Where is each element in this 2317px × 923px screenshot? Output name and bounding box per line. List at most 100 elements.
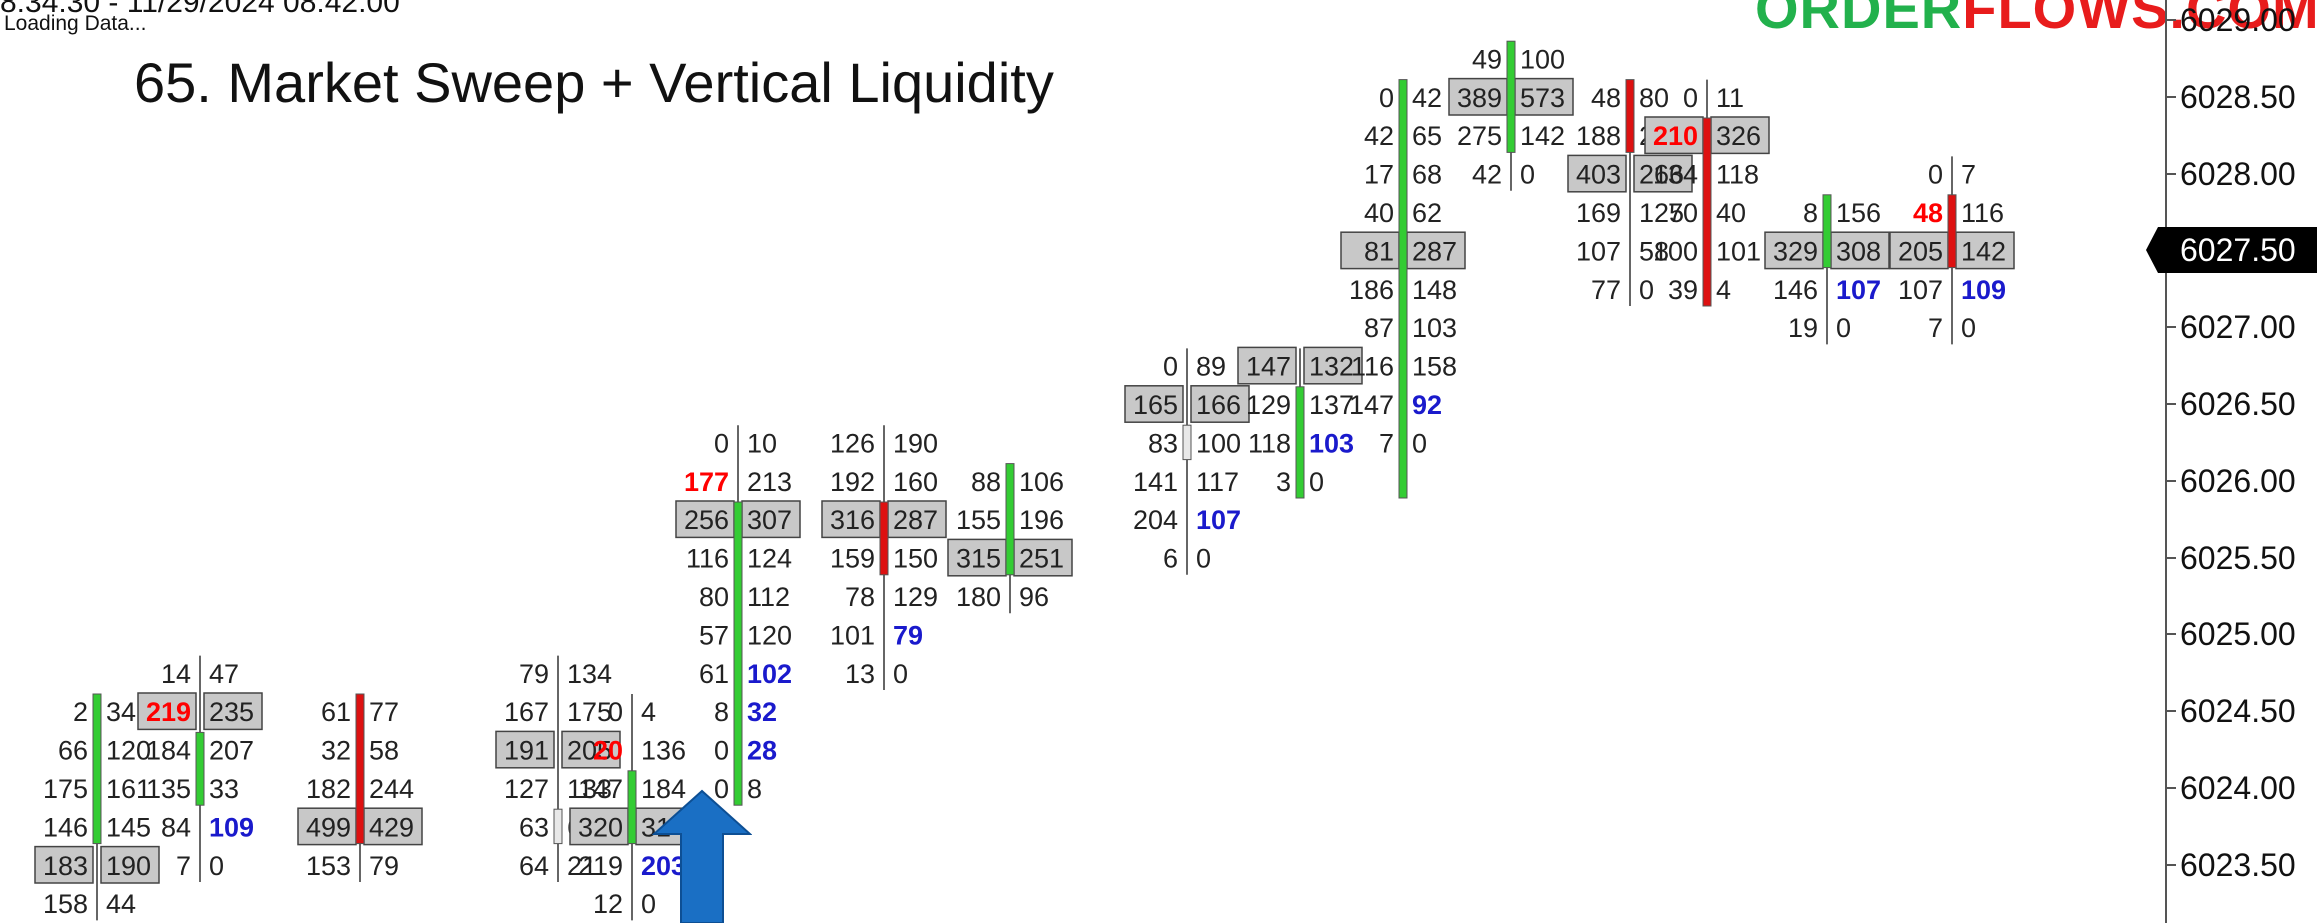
bid-volume: 177 <box>684 467 729 497</box>
ask-volume: 308 <box>1836 236 1881 266</box>
candle-body <box>733 501 743 806</box>
bid-volume: 146 <box>1773 275 1818 305</box>
bid-volume: 3 <box>1276 467 1291 497</box>
tick-mark <box>2166 787 2176 789</box>
bid-volume: 83 <box>1148 428 1178 458</box>
ask-highlight-box <box>561 730 621 769</box>
brand-part-flows: FLOWS.COM <box>1962 0 2317 40</box>
ask-volume: 124 <box>747 544 792 574</box>
ask-volume: 102 <box>747 659 792 689</box>
ask-volume: 307 <box>747 505 792 535</box>
ask-volume: 11 <box>1716 83 1744 113</box>
ask-volume: 62 <box>1412 198 1442 228</box>
bid-volume: 84 <box>161 812 191 842</box>
bid-volume: 134 <box>1653 160 1698 190</box>
ask-volume: 117 <box>1196 467 1239 497</box>
ask-volume: 158 <box>1412 352 1457 382</box>
ask-volume: 196 <box>1019 505 1064 535</box>
bid-volume: 0 <box>714 736 729 766</box>
bid-volume: 389 <box>1457 83 1502 113</box>
bid-volume: 182 <box>306 774 351 804</box>
bid-highlight-box <box>34 845 94 884</box>
loading-label: Loading Data... <box>4 12 147 35</box>
ask-volume: 68 <box>1412 160 1442 190</box>
ask-volume: 251 <box>1019 544 1064 574</box>
bid-volume: 146 <box>43 812 88 842</box>
bid-volume: 61 <box>321 697 351 727</box>
bid-volume: 129 <box>1246 390 1291 420</box>
price-label: 6024.00 <box>2180 770 2296 806</box>
sweep-arrow-icon <box>652 789 752 923</box>
ask-volume: 132 <box>1309 352 1354 382</box>
ask-volume: 213 <box>747 467 792 497</box>
ask-volume: 142 <box>1961 236 2006 266</box>
bid-volume: 19 <box>1788 313 1818 343</box>
bid-volume: 204 <box>1133 505 1178 535</box>
ask-volume: 207 <box>209 736 254 766</box>
bid-volume: 64 <box>519 851 549 881</box>
bid-volume: 188 <box>1576 121 1621 151</box>
footprint-bar: 8 156 329 308 146 107 19 0 <box>1764 194 1890 345</box>
bid-volume: 0 <box>1379 83 1394 113</box>
ask-volume: 47 <box>209 659 239 689</box>
bid-volume: 81 <box>1364 236 1394 266</box>
candle-body <box>1822 194 1832 269</box>
bid-volume: 70 <box>1668 198 1698 228</box>
ask-volume: 125 <box>1639 198 1684 228</box>
tick-mark <box>2166 710 2176 713</box>
ask-volume: 156 <box>1836 198 1881 228</box>
tick-mark <box>2166 403 2176 405</box>
price-label: 6025.00 <box>2180 616 2296 653</box>
footprint-bar: 488018822140326616912510758770 <box>1567 79 1693 306</box>
bid-highlight-box <box>821 500 881 539</box>
page-title: 65. Market Sweep + Vertical Liquidity <box>134 51 1054 114</box>
ask-volume: 77 <box>369 697 399 727</box>
bid-volume: 159 <box>830 544 875 574</box>
price-label: 6028.50 <box>2180 78 2296 115</box>
ask-volume: 287 <box>1412 236 1457 266</box>
ask-volume: 107 <box>1196 505 1241 535</box>
bid-highlight-box <box>947 538 1007 577</box>
ask-volume: 136 <box>641 736 686 766</box>
bid-volume: 153 <box>306 851 351 881</box>
ask-highlight-box <box>1955 231 2015 270</box>
bid-volume: 87 <box>1364 313 1394 343</box>
candle-body <box>1182 424 1192 461</box>
bid-volume: 7 <box>1928 313 1943 343</box>
ask-volume: 112 <box>747 582 790 612</box>
bid-volume: 116 <box>686 544 729 574</box>
ask-highlight-box <box>1710 116 1770 155</box>
price-label: 6027.00 <box>2180 309 2296 346</box>
bid-volume: 329 <box>1773 236 1818 266</box>
bid-volume: 167 <box>504 697 549 727</box>
bid-volume: 8 <box>1803 198 1818 228</box>
ask-volume: 175 <box>567 697 612 727</box>
ask-volume: 161 <box>106 774 151 804</box>
ask-volume: 190 <box>893 428 938 458</box>
bid-volume: 7 <box>176 851 191 881</box>
current-price-label: 6027.50 <box>2180 232 2296 269</box>
tick-mark <box>2166 863 2176 866</box>
bid-highlight-box <box>1340 231 1400 270</box>
tick-mark <box>2166 172 2176 175</box>
ask-volume: 203 <box>641 851 686 881</box>
ask-highlight-box <box>363 807 423 846</box>
candle-body <box>1506 40 1516 153</box>
bid-highlight-box <box>1644 116 1704 155</box>
bid-volume: 8 <box>714 697 729 727</box>
candle-body <box>195 731 205 806</box>
price-label: 6025.50 <box>2180 539 2296 576</box>
bid-volume: 126 <box>830 428 875 458</box>
bid-volume: 80 <box>699 582 729 612</box>
ask-volume: 142 <box>1520 121 1565 151</box>
price-label: 6026.00 <box>2180 462 2296 499</box>
ask-volume: 129 <box>893 582 938 612</box>
ask-highlight-box <box>203 692 263 731</box>
price-label: 6026.50 <box>2180 386 2296 422</box>
bid-volume: 180 <box>956 582 1001 612</box>
ask-volume: 0 <box>1639 275 1654 305</box>
bid-volume: 63 <box>519 812 549 842</box>
tick-mark <box>2166 556 2176 559</box>
